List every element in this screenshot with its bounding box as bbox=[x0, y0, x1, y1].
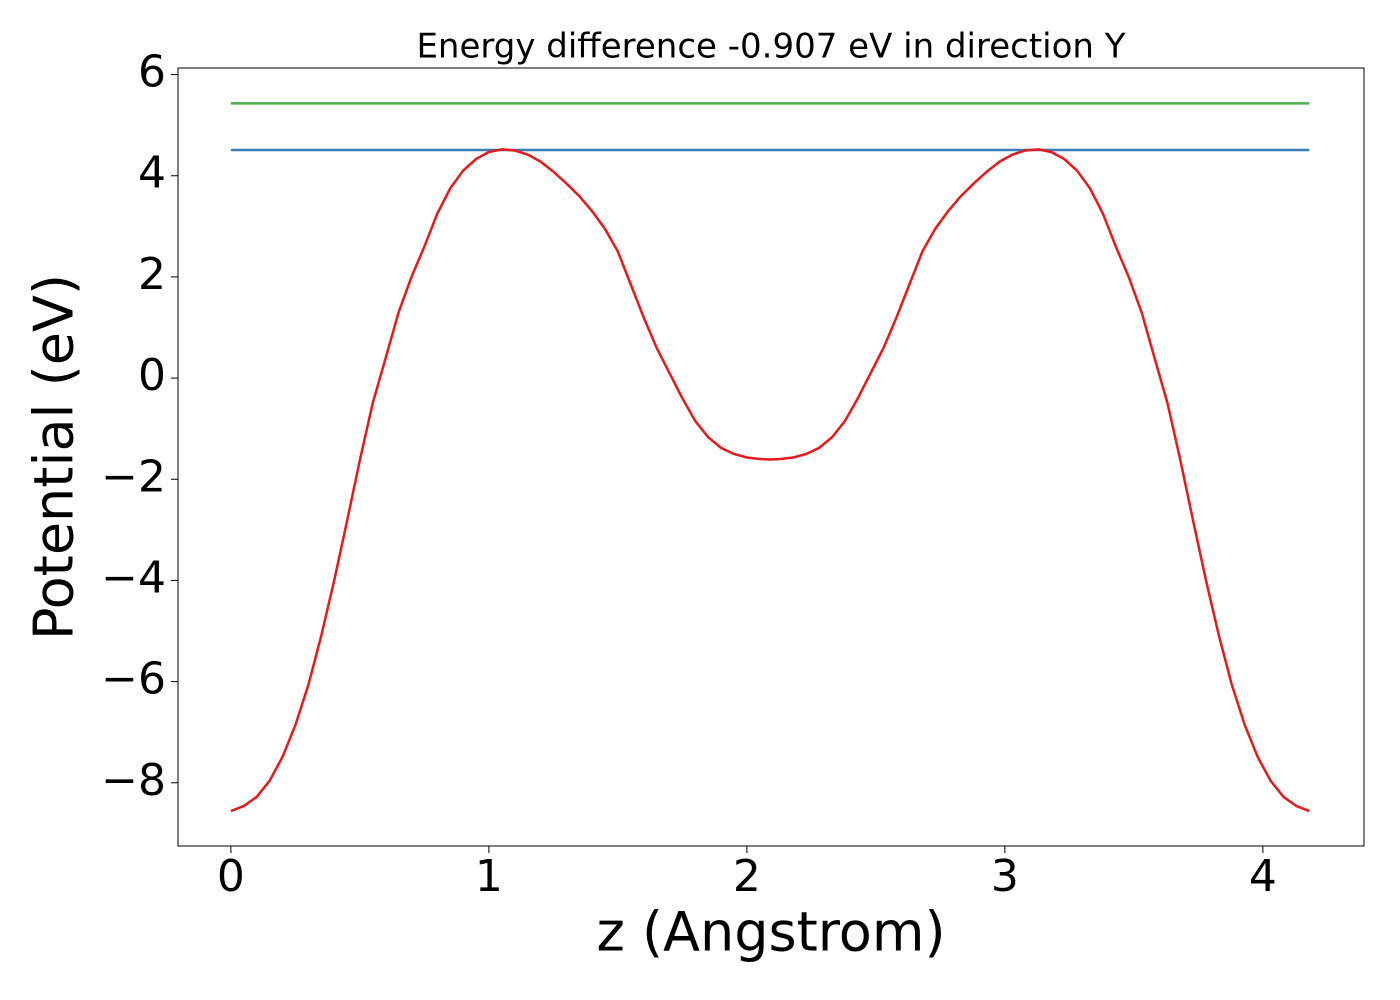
y-tick-label: 0 bbox=[138, 350, 166, 401]
chart-title: Energy difference -0.907 eV in direction… bbox=[416, 27, 1125, 67]
y-tick-label: −2 bbox=[101, 451, 166, 502]
x-tick-label: 0 bbox=[217, 851, 245, 902]
y-tick-label: 2 bbox=[138, 249, 166, 300]
y-tick-label: −8 bbox=[101, 755, 166, 806]
x-tick-label: 1 bbox=[475, 851, 503, 902]
y-tick-label: 6 bbox=[138, 47, 166, 98]
line bbox=[230, 148, 1310, 813]
plot-frame bbox=[177, 67, 1365, 847]
y-tick-label: 4 bbox=[138, 148, 166, 199]
x-tick-label: 3 bbox=[991, 851, 1019, 902]
x-tick-label: 2 bbox=[733, 851, 761, 902]
y-tick-label: −4 bbox=[101, 552, 166, 603]
x-tick-label: 4 bbox=[1249, 851, 1277, 902]
x-axis-label: z (Angstrom) bbox=[596, 901, 945, 964]
y-axis-label: Potential (eV) bbox=[23, 274, 86, 640]
y-tick-label: −6 bbox=[101, 654, 166, 705]
